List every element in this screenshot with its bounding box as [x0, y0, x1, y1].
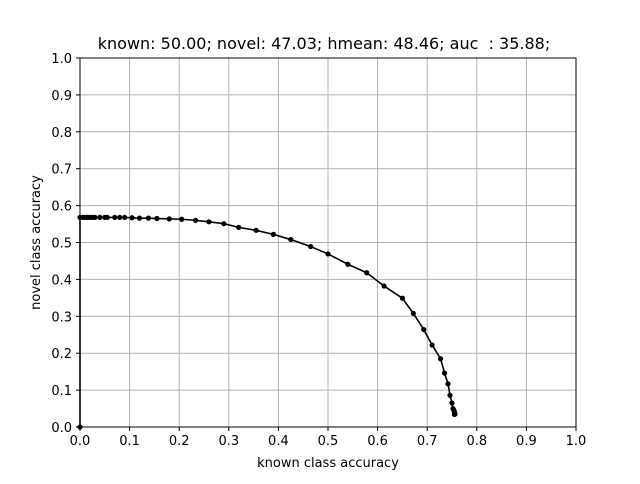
data-point [221, 221, 227, 227]
data-point [145, 215, 152, 221]
data-point [192, 217, 199, 223]
x-tick-label: 0.8 [466, 434, 487, 449]
data-point [92, 214, 98, 221]
data-point [166, 216, 172, 222]
y-tick-label: 0.5 [51, 237, 72, 252]
y-tick-label: 0.7 [51, 163, 72, 178]
data-point [429, 342, 435, 348]
y-tick-label: 0.0 [51, 421, 72, 436]
x-tick-label: 0.0 [70, 434, 91, 449]
y-tick-label: 1.0 [51, 52, 72, 67]
chart-title: known: 50.00; novel: 47.03; hmean: 48.46… [98, 34, 550, 53]
x-tick-label: 0.5 [318, 434, 339, 449]
axis-ticks: 0.0 0.1 0.2 0.3 0.4 0.5 0.6 0.7 0.8 0.9 1.0 0.0 0.1 0… [51, 52, 586, 449]
x-axis-label: known class accuracy [257, 456, 399, 471]
data-point [179, 216, 185, 222]
data-point [399, 295, 405, 301]
data-point [288, 236, 294, 243]
data-point [253, 227, 259, 233]
x-tick-label: 0.1 [119, 434, 140, 449]
y-tick-label: 0.2 [51, 347, 72, 362]
data-point [112, 214, 118, 221]
x-tick-label: 0.3 [218, 434, 239, 449]
y-tick-label: 0.9 [51, 89, 72, 104]
y-tick-label: 0.8 [51, 126, 72, 141]
data-point [381, 283, 387, 289]
y-tick-label: 0.6 [51, 200, 72, 215]
data-point [308, 243, 314, 250]
data-point [270, 231, 277, 237]
y-tick-label: 0.4 [51, 273, 72, 288]
data-point [325, 251, 331, 257]
x-tick-label: 0.6 [367, 434, 388, 449]
data-point [437, 356, 444, 362]
x-tick-label: 0.4 [268, 434, 289, 449]
x-tick-label: 0.2 [169, 434, 190, 449]
data-point [129, 215, 135, 221]
y-axis-label: novel class accuracy [29, 175, 44, 310]
x-tick-label: 0.7 [417, 434, 438, 449]
plot-frame [79, 57, 577, 428]
data-point [206, 219, 212, 225]
data-point [445, 381, 451, 387]
x-tick-label: 0.9 [516, 434, 537, 449]
data-point [421, 326, 427, 333]
series-layer [77, 214, 458, 430]
data-point [449, 400, 455, 406]
data-point [104, 214, 110, 221]
data-point [122, 214, 128, 221]
data-point [345, 261, 351, 267]
data-point [136, 215, 143, 221]
data-point [447, 392, 453, 398]
data-point [117, 214, 123, 221]
x-tick-label: 1.0 [566, 434, 587, 449]
data-point [451, 411, 458, 418]
y-tick-label: 0.3 [51, 310, 72, 325]
data-point [97, 214, 103, 221]
y-tick-label: 0.1 [51, 384, 72, 399]
data-point [441, 370, 448, 376]
data-point [236, 224, 242, 230]
data-point [154, 215, 160, 222]
data-point [410, 310, 416, 316]
data-point [364, 270, 370, 276]
